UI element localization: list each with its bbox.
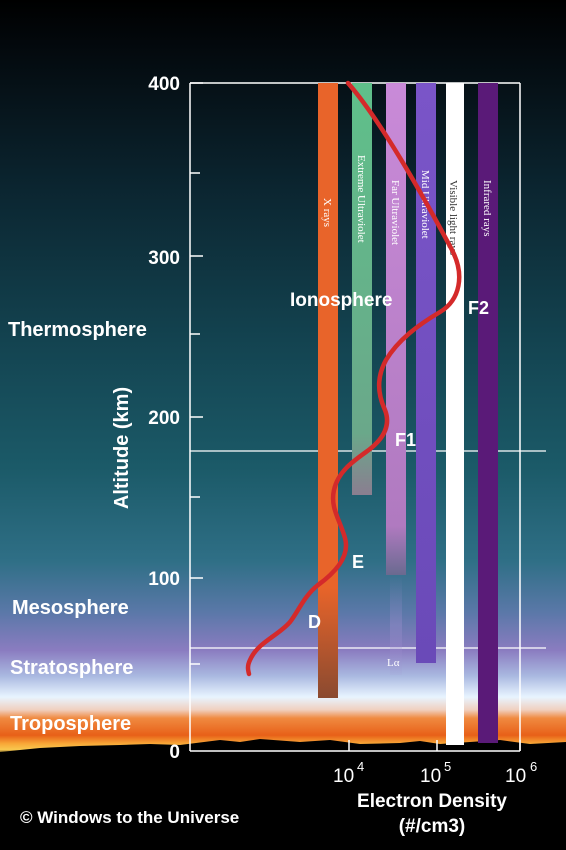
credit-text: © Windows to the Universe bbox=[20, 808, 240, 827]
x-tick-base: 10 bbox=[420, 766, 441, 787]
y-axis-label: Altitude (km) bbox=[111, 387, 133, 509]
x-tick-exponent: 4 bbox=[357, 759, 364, 774]
x-tick-exponent: 5 bbox=[444, 759, 451, 774]
e-layer-label: E bbox=[352, 552, 364, 572]
x-tick-base: 10 bbox=[333, 766, 354, 787]
band-far-ultraviolet bbox=[386, 83, 406, 575]
layer-mesosphere: Mesosphere bbox=[12, 597, 129, 619]
x-tick-1e5: 10 5 bbox=[420, 759, 451, 787]
ground-silhouette bbox=[0, 739, 566, 850]
layer-stratosphere: Stratosphere bbox=[10, 657, 133, 679]
band-label-infrared: Infrared rays bbox=[481, 180, 493, 237]
electron-density-curve bbox=[245, 80, 462, 677]
f1-layer-label: F1 bbox=[395, 430, 416, 450]
x-axis-unit: (#/cm3) bbox=[399, 816, 466, 837]
x-axis-label: Electron Density bbox=[357, 791, 507, 812]
band-lyman-alpha bbox=[390, 575, 402, 675]
x-tick-base: 10 bbox=[505, 766, 526, 787]
layer-thermosphere: Thermosphere bbox=[8, 319, 147, 341]
ionosphere-label: Ionosphere bbox=[290, 290, 392, 311]
band-label-x-rays: X rays bbox=[321, 198, 333, 227]
y-tick-0: 0 bbox=[169, 742, 180, 763]
x-tick-1e4: 10 4 bbox=[333, 759, 364, 787]
d-layer-label: D bbox=[308, 612, 321, 632]
x-tick-1e6: 10 6 bbox=[505, 759, 537, 787]
band-label-visible-light: Visible light rays bbox=[447, 180, 459, 255]
y-tick-100: 100 bbox=[148, 569, 180, 590]
band-infrared bbox=[478, 83, 498, 743]
y-tick-200: 200 bbox=[148, 408, 180, 429]
band-label-far-ultraviolet: Far Ultraviolet bbox=[389, 180, 401, 245]
lyman-alpha-label: Lα bbox=[387, 657, 400, 669]
x-tick-exponent: 6 bbox=[530, 759, 537, 774]
y-tick-300: 300 bbox=[148, 248, 180, 269]
f2-layer-label: F2 bbox=[468, 298, 489, 318]
x-axis-ticks bbox=[348, 740, 521, 751]
band-label-extreme-ultraviolet: Extreme Ultraviolet bbox=[355, 155, 367, 243]
y-axis-ticks bbox=[190, 82, 203, 665]
band-extreme-ultraviolet bbox=[352, 83, 372, 495]
band-mid-ultraviolet bbox=[416, 83, 436, 663]
layer-troposphere: Troposphere bbox=[10, 713, 131, 735]
y-tick-400: 400 bbox=[148, 74, 180, 95]
band-x-rays bbox=[318, 83, 338, 698]
